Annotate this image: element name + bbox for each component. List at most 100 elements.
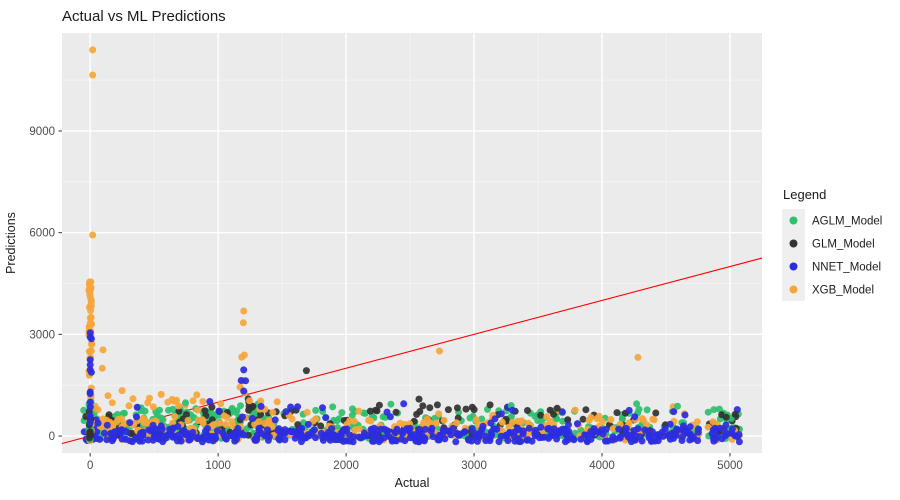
data-point xyxy=(470,406,478,414)
legend-key-dot xyxy=(789,262,798,271)
data-point xyxy=(497,410,505,418)
data-point xyxy=(101,429,108,437)
x-tick-label: 3000 xyxy=(461,460,487,472)
data-point xyxy=(685,429,693,437)
data-point xyxy=(686,423,694,431)
data-point xyxy=(641,426,649,434)
data-point xyxy=(89,71,97,79)
data-point xyxy=(517,438,525,445)
data-point xyxy=(264,426,271,434)
data-point xyxy=(355,433,363,441)
data-point xyxy=(87,307,95,315)
data-point xyxy=(486,401,494,409)
data-point xyxy=(366,407,374,415)
data-point xyxy=(118,435,126,443)
data-point xyxy=(392,437,400,445)
data-point xyxy=(322,414,330,422)
y-tick-label: 0 xyxy=(49,431,55,443)
data-point xyxy=(550,410,558,418)
data-point xyxy=(189,397,197,405)
data-point xyxy=(125,402,133,410)
legend-label: GLM_Model xyxy=(812,239,875,251)
data-point xyxy=(571,406,579,414)
data-point xyxy=(151,433,159,441)
x-tick-label: 5000 xyxy=(717,460,743,472)
data-point xyxy=(543,413,551,421)
data-point xyxy=(708,430,716,438)
data-point xyxy=(240,366,248,374)
data-point xyxy=(525,424,533,432)
data-point xyxy=(634,353,642,361)
legend: Legend AGLM_Model GLM_Model NNET_Model XGB_… xyxy=(782,187,882,301)
data-point xyxy=(553,435,561,443)
data-point xyxy=(239,319,247,327)
data-point xyxy=(479,422,487,430)
data-point xyxy=(423,415,431,423)
data-point xyxy=(214,427,221,435)
data-point xyxy=(339,437,347,445)
data-point xyxy=(303,408,311,416)
data-point xyxy=(169,405,177,413)
data-point xyxy=(595,412,603,420)
data-point xyxy=(503,432,511,440)
data-point xyxy=(599,418,606,426)
data-point xyxy=(349,438,357,446)
data-point xyxy=(665,431,673,439)
data-point xyxy=(498,418,506,426)
data-point xyxy=(319,436,327,444)
data-point xyxy=(240,307,248,315)
data-point xyxy=(488,431,496,439)
data-point xyxy=(86,412,94,420)
data-point xyxy=(222,421,230,428)
data-point xyxy=(728,425,736,433)
data-point xyxy=(194,406,202,414)
data-point xyxy=(182,399,189,407)
data-point xyxy=(87,313,95,321)
data-point xyxy=(534,417,542,424)
data-point xyxy=(680,422,687,430)
data-point xyxy=(604,437,612,445)
data-point xyxy=(199,398,207,405)
data-point xyxy=(257,397,265,405)
data-point xyxy=(590,428,598,436)
data-point xyxy=(282,408,290,416)
data-point xyxy=(387,400,395,408)
data-point xyxy=(281,436,289,444)
data-point xyxy=(579,415,587,423)
data-point xyxy=(509,406,516,414)
data-point xyxy=(332,432,340,440)
data-point xyxy=(85,348,93,356)
legend-label: XGB_Model xyxy=(812,285,874,297)
data-point xyxy=(129,395,137,403)
legend-key-dot xyxy=(789,216,798,225)
plot-panel xyxy=(62,33,762,453)
y-tick-label: 9000 xyxy=(29,126,55,138)
x-axis: 0 1000 2000 3000 4000 5000 xyxy=(87,453,743,472)
data-point xyxy=(613,409,621,417)
data-point xyxy=(257,402,265,410)
data-point xyxy=(80,406,88,414)
data-point xyxy=(238,353,246,361)
data-point xyxy=(175,407,183,415)
data-point xyxy=(731,410,739,418)
data-point xyxy=(565,421,572,429)
data-point xyxy=(111,428,119,436)
data-point xyxy=(607,416,615,423)
data-point xyxy=(609,425,617,433)
data-point xyxy=(273,398,281,406)
data-point xyxy=(204,425,211,432)
data-point xyxy=(246,397,253,405)
data-point xyxy=(122,428,130,436)
y-axis-title: Predictions xyxy=(4,212,18,274)
data-point xyxy=(416,425,424,433)
data-point xyxy=(174,423,182,430)
y-tick-label: 6000 xyxy=(29,228,55,240)
data-point xyxy=(86,429,94,437)
data-point xyxy=(416,408,424,415)
data-point xyxy=(399,430,407,437)
data-point xyxy=(258,429,265,437)
data-point xyxy=(360,429,368,437)
data-point xyxy=(261,419,269,427)
points-layer xyxy=(80,46,743,446)
data-point xyxy=(87,278,95,286)
